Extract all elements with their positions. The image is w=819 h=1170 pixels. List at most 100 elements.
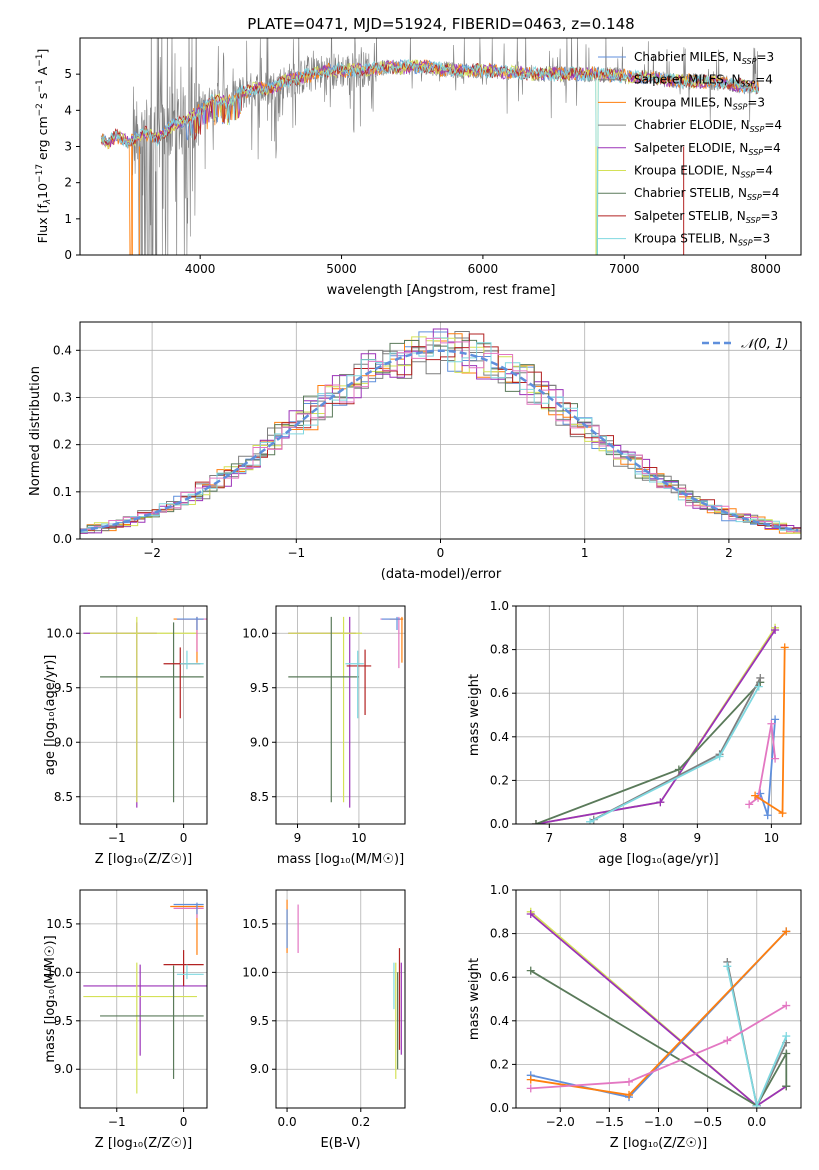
- spectrum-legend-label: Salpeter MILES, NSSP=4: [634, 73, 773, 89]
- y-tick-label: 1.0: [490, 599, 509, 613]
- spectrum-lines: [100, 38, 759, 255]
- weight-point-pink: [625, 1077, 634, 1086]
- x-tick-label: 10: [351, 831, 366, 845]
- y-tick-label: 0.4: [490, 1014, 509, 1028]
- histogram-x-tick-label: 1: [581, 546, 589, 560]
- histogram-plot-area: [80, 322, 801, 539]
- panel-marks: [83, 902, 207, 1094]
- histogram-x-label: (data-model)/error: [381, 567, 502, 582]
- weight-point-kroupa_miles: [526, 1075, 535, 1084]
- y-tick-label: 0.6: [490, 686, 509, 700]
- histogram-x-tick-label: −1: [287, 546, 305, 560]
- x-tick-label: −1: [108, 831, 126, 845]
- weight-point-kroupa_stelib: [754, 682, 763, 691]
- x-tick-label: 8: [620, 831, 628, 845]
- y-tick-label: 9.5: [54, 681, 73, 695]
- spectrum-legend-label: Chabrier ELODIE, NSSP=4: [634, 118, 782, 134]
- weight-point-chabrier_miles: [771, 715, 780, 724]
- panel-axes-frame: [79, 889, 208, 1109]
- x-tick-label: 0.0: [747, 1115, 766, 1129]
- y-tick-label: 9.0: [54, 1062, 73, 1076]
- spectrum-legend-label: Chabrier STELIB, NSSP=4: [634, 186, 779, 202]
- weight-point-chabrier_stelib: [531, 820, 540, 824]
- weight-line-pink: [748, 723, 776, 806]
- weight-vs-metallicity-panel: −2.0 −1.5 −1.0 −0.5 0.0 0.0 0.2 0.4 0.6 0.8 1.0 Z […: [467, 883, 802, 1151]
- weight-point-pink: [767, 719, 776, 728]
- y-axis-label: mass [log₁₀(M/M☉)]: [43, 935, 58, 1062]
- y-tick-label: 0.4: [490, 730, 509, 744]
- y-tick-label: 1.0: [490, 883, 509, 897]
- panel-marks: [288, 616, 404, 808]
- x-tick-label: 7: [545, 831, 553, 845]
- spectrum-x-tick-label: 4000: [185, 262, 216, 276]
- spectrum-x-tick-label: 6000: [468, 262, 499, 276]
- histogram-legend: 𝒩(0, 1): [702, 337, 788, 352]
- weight-point-pink: [782, 1001, 791, 1010]
- y-tick-label: 10.0: [46, 965, 73, 979]
- spectrum-y-tick-label: 1: [64, 212, 72, 226]
- weight-point-kroupa_miles: [751, 791, 760, 800]
- spectrum-model-kroupa_stelib: [100, 58, 759, 255]
- x-tick-label: −1.5: [595, 1115, 624, 1129]
- x-axis-label: E(B-V): [320, 1136, 360, 1151]
- spectrum-legend-label: Kroupa ELODIE, NSSP=4: [634, 164, 773, 180]
- y-tick-label: 0.2: [490, 1057, 509, 1071]
- weight-point-salpeter_miles: [756, 673, 765, 682]
- y-tick-label: 0.0: [490, 817, 509, 831]
- y-tick-label: 8.5: [54, 790, 73, 804]
- y-tick-label: 10.5: [242, 917, 269, 931]
- weight-line-kroupa_elodie: [535, 627, 776, 824]
- x-axis-label: age [log₁₀(age/yr)]: [598, 852, 719, 867]
- spectrum-model-salpeter_stelib: [100, 60, 759, 149]
- y-tick-label: 0.8: [490, 643, 509, 657]
- weight-point-pink: [723, 1036, 732, 1045]
- y-tick-label: 0.8: [490, 927, 509, 941]
- y-tick-label: 9.0: [54, 735, 73, 749]
- y-axis-label: age [log₁₀(age/yr)]: [43, 655, 58, 776]
- x-tick-label: 9: [694, 831, 702, 845]
- weight-line-salpeter_elodie: [535, 629, 776, 824]
- spectrum-y-tick-label: 3: [64, 140, 72, 154]
- weight-point-salpeter_elodie: [526, 909, 535, 918]
- weight-point-chabrier_stelib: [526, 966, 535, 975]
- spectrum-legend-label: Salpeter ELODIE, NSSP=4: [634, 141, 781, 157]
- weight-point-chabrier_miles: [756, 789, 765, 798]
- x-tick-label: −1: [108, 1115, 126, 1129]
- panel-axes-frame: [275, 889, 406, 1109]
- spectrum-x-label: wavelength [Angstrom, rest frame]: [327, 283, 556, 298]
- spectrum-legend: Chabrier MILES, NSSP=3 Salpeter MILES, NS…: [598, 50, 782, 248]
- weight-line-kroupa_stelib: [589, 686, 760, 823]
- histogram-y-label: Normed distribution: [28, 366, 43, 496]
- age-vs-mass-panel: 9 10 8.5 9.0 9.5 10.0 mass [log₁₀(M/M☉)]: [242, 605, 406, 867]
- y-tick-label: 10.0: [242, 965, 269, 979]
- x-axis-label: Z [log₁₀(Z/Z☉)]: [95, 1136, 192, 1151]
- weight-line-chabrier_stelib: [530, 969, 788, 1108]
- spectrum-legend-label: Kroupa STELIB, NSSP=3: [634, 232, 770, 248]
- normal-legend-label: 𝒩(0, 1): [741, 337, 788, 352]
- spectrum-y-tick-label: 4: [64, 103, 72, 117]
- x-axis-label: Z [log₁₀(Z/Z☉)]: [95, 852, 192, 867]
- panel-marks: [531, 623, 789, 824]
- panel-axes-frame: [79, 605, 208, 825]
- spectrum-x-tick-label: 7000: [609, 262, 640, 276]
- weight-point-pink: [526, 1084, 535, 1093]
- panel-axes-frame: [275, 605, 406, 825]
- spectrum-x-ticks: 4000 5000 6000 7000 8000: [185, 255, 781, 276]
- mass-vs-metallicity-panel: −1 0 9.0 9.5 10.0 10.5 Z [log₁₀(Z/Z☉)] mass [lo…: [43, 889, 208, 1151]
- histogram-normal-curve: [80, 349, 799, 532]
- histogram-y-ticks: 0.0 0.1 0.2 0.3 0.4: [53, 343, 80, 546]
- histogram-x-tick-label: 0: [437, 546, 445, 560]
- mass-vs-ebv-panel: 0.0 0.2 9.0 9.5 10.0 10.5 E(B-V): [242, 889, 406, 1151]
- figure-title: PLATE=0471, MJD=51924, FIBERID=0463, z=0…: [247, 15, 634, 33]
- weight-point-pink: [745, 800, 754, 809]
- weight-point-salpeter_elodie: [771, 625, 780, 634]
- panel-marks: [286, 899, 402, 1079]
- weight-point-salpeter_elodie: [656, 798, 665, 807]
- weight-point-kroupa_stelib: [752, 1101, 761, 1108]
- x-tick-label: 0.0: [278, 1115, 297, 1129]
- weight-line-pink: [530, 1004, 787, 1090]
- weight-point-kroupa_miles: [782, 927, 791, 936]
- histogram-y-tick-label: 0.0: [53, 532, 72, 546]
- weight-vs-age-panel: 7 8 9 10 0.0 0.2 0.4 0.6 0.8 1.0 age [log₁₀(age/yr…: [467, 599, 802, 867]
